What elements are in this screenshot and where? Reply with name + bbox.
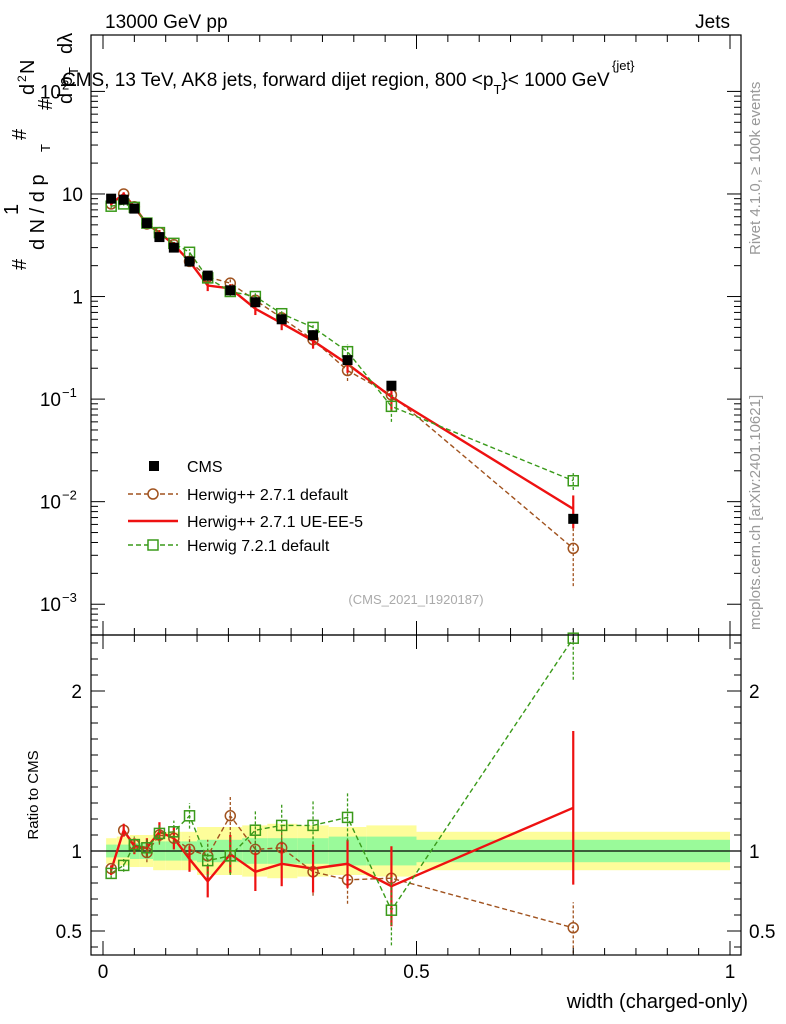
ratio-panel-frame bbox=[90, 634, 742, 956]
legend-marker-cms bbox=[149, 461, 159, 471]
cms-data-point bbox=[250, 297, 261, 308]
legend-label: Herwig 7.2.1 default bbox=[187, 538, 330, 555]
ratio-series-3-point bbox=[128, 838, 141, 851]
ratio-series-3-point bbox=[141, 842, 153, 854]
plot-title-end: }< 1000 GeV bbox=[501, 70, 610, 91]
xtick-label: 0.5 bbox=[403, 962, 429, 983]
main-ytick-label: 10 bbox=[40, 82, 61, 103]
header-right: Jets bbox=[695, 12, 730, 33]
main-ytick-label: 10 bbox=[62, 185, 83, 206]
ratio-series-3-point bbox=[567, 632, 579, 644]
ratio-series-3-point bbox=[117, 859, 130, 872]
series-line-1 bbox=[110, 193, 574, 549]
series-1-point bbox=[567, 542, 579, 555]
cms-data-point bbox=[118, 194, 129, 205]
cms-data-point bbox=[308, 330, 319, 341]
cms-data-point bbox=[129, 203, 140, 214]
ratio-ytick-label-right: 1 bbox=[749, 842, 760, 863]
ratio-series-3-point bbox=[307, 819, 319, 832]
ylabel-num: d bbox=[17, 84, 39, 95]
ratio-ytick-label: 0.5 bbox=[56, 922, 82, 943]
main-ytick-label: 10 bbox=[40, 493, 61, 514]
cms-data-point bbox=[141, 218, 152, 229]
ratio-series-3-point bbox=[183, 810, 196, 822]
legend-label: CMS bbox=[187, 459, 223, 476]
ratio-series-1-point bbox=[567, 922, 579, 934]
xtick-label: 0 bbox=[98, 962, 109, 983]
ylabel-dl: dλ bbox=[55, 33, 77, 54]
ylabel-num-sup: 2 bbox=[15, 75, 29, 82]
main-ytick-exponent: −2 bbox=[62, 488, 77, 503]
main-ytick-exponent: 2 bbox=[62, 77, 69, 92]
legend: CMS Herwig++ 2.7.1 default Herwig++ 2.7.1 … bbox=[128, 459, 363, 555]
ratio-ytick-label: 2 bbox=[71, 682, 82, 703]
ratio-series-3-point bbox=[275, 819, 288, 832]
cms-data-point bbox=[184, 256, 195, 267]
ratio-series-3-point bbox=[168, 826, 180, 838]
side-text-bottom: mcplots.cern.ch [arXiv:2401.10621] bbox=[747, 395, 764, 630]
ratio-series-3-point bbox=[224, 850, 237, 862]
xtick-label: 1 bbox=[725, 962, 736, 983]
ylabel-den-t: T bbox=[66, 67, 81, 75]
main-ytick-label: 10 bbox=[40, 390, 61, 411]
cms-data-point bbox=[342, 355, 353, 366]
ratio-series-1-point bbox=[224, 810, 237, 822]
cms-data-point bbox=[202, 270, 213, 281]
ylabel-hash-1: # bbox=[9, 258, 31, 270]
ratio-series-3-point bbox=[105, 867, 117, 880]
cms-data-point bbox=[225, 285, 236, 296]
ratio-series-3-point bbox=[385, 904, 398, 916]
series-line-3 bbox=[111, 203, 574, 482]
legend-label: Herwig++ 2.7.1 UE-EE-5 bbox=[187, 514, 363, 531]
main-panel-marks bbox=[105, 188, 579, 587]
main-ylabel: # 1 d N / d p T # d 2 N # d p T dλ bbox=[1, 33, 81, 270]
ylabel-dn: d N / d p bbox=[27, 174, 49, 250]
series-3-point bbox=[385, 400, 398, 413]
analysis-watermark: (CMS_2021_I1920187) bbox=[348, 592, 483, 607]
ratio-ytick-label: 1 bbox=[71, 842, 82, 863]
ylabel-hash-2: # bbox=[9, 128, 31, 140]
ylabel-den: d p bbox=[55, 76, 77, 104]
ratio-series-3-point bbox=[341, 811, 354, 824]
ratio-panel-axes: 0.5 0.5 1 1 2 2 0 0.5 1 bbox=[56, 635, 775, 983]
side-text-top: Rivet 4.1.0, ≥ 100k events bbox=[747, 82, 764, 255]
cms-data-point bbox=[568, 513, 579, 524]
ylabel-one: 1 bbox=[1, 204, 23, 215]
ratio-ytick-label-right: 0.5 bbox=[749, 922, 775, 943]
header-left: 13000 GeV pp bbox=[105, 12, 228, 33]
plot-title-main: CMS, 13 TeV, AK8 jets, forward dijet reg… bbox=[62, 70, 493, 91]
cms-data-point bbox=[276, 314, 287, 325]
cms-data-point bbox=[168, 242, 179, 253]
legend-marker-circle bbox=[147, 488, 159, 500]
ratio-series-3-point bbox=[153, 827, 166, 840]
ratio-ylabel: Ratio to CMS bbox=[25, 750, 42, 839]
ylabel-hash-3: # bbox=[35, 98, 57, 110]
ratio-series-3-point bbox=[201, 854, 214, 867]
main-ytick-label: 1 bbox=[72, 288, 83, 309]
main-ytick-exponent: −1 bbox=[62, 385, 77, 400]
ratio-ytick-label-right: 2 bbox=[749, 682, 760, 703]
legend-marker-square bbox=[147, 539, 159, 551]
plot-title-sup: {jet} bbox=[612, 58, 635, 73]
ylabel-dn-t: T bbox=[38, 144, 53, 152]
cms-data-point bbox=[106, 193, 117, 204]
ylabel-num-n: N bbox=[17, 60, 39, 74]
ratio-panel-marks bbox=[105, 632, 579, 954]
series-3-point bbox=[567, 474, 579, 487]
main-ytick-exponent: −3 bbox=[62, 590, 77, 605]
plot-title: CMS, 13 TeV, AK8 jets, forward dijet reg… bbox=[62, 70, 610, 97]
cms-data-point bbox=[386, 380, 397, 391]
legend-label: Herwig++ 2.7.1 default bbox=[187, 487, 349, 504]
ratio-series-3-point bbox=[249, 824, 262, 836]
main-ytick-label: 10 bbox=[40, 595, 61, 616]
cms-data-point bbox=[154, 232, 165, 243]
plot-title-sub: T bbox=[493, 82, 501, 97]
xaxis-label: width (charged-only) bbox=[566, 991, 748, 1013]
